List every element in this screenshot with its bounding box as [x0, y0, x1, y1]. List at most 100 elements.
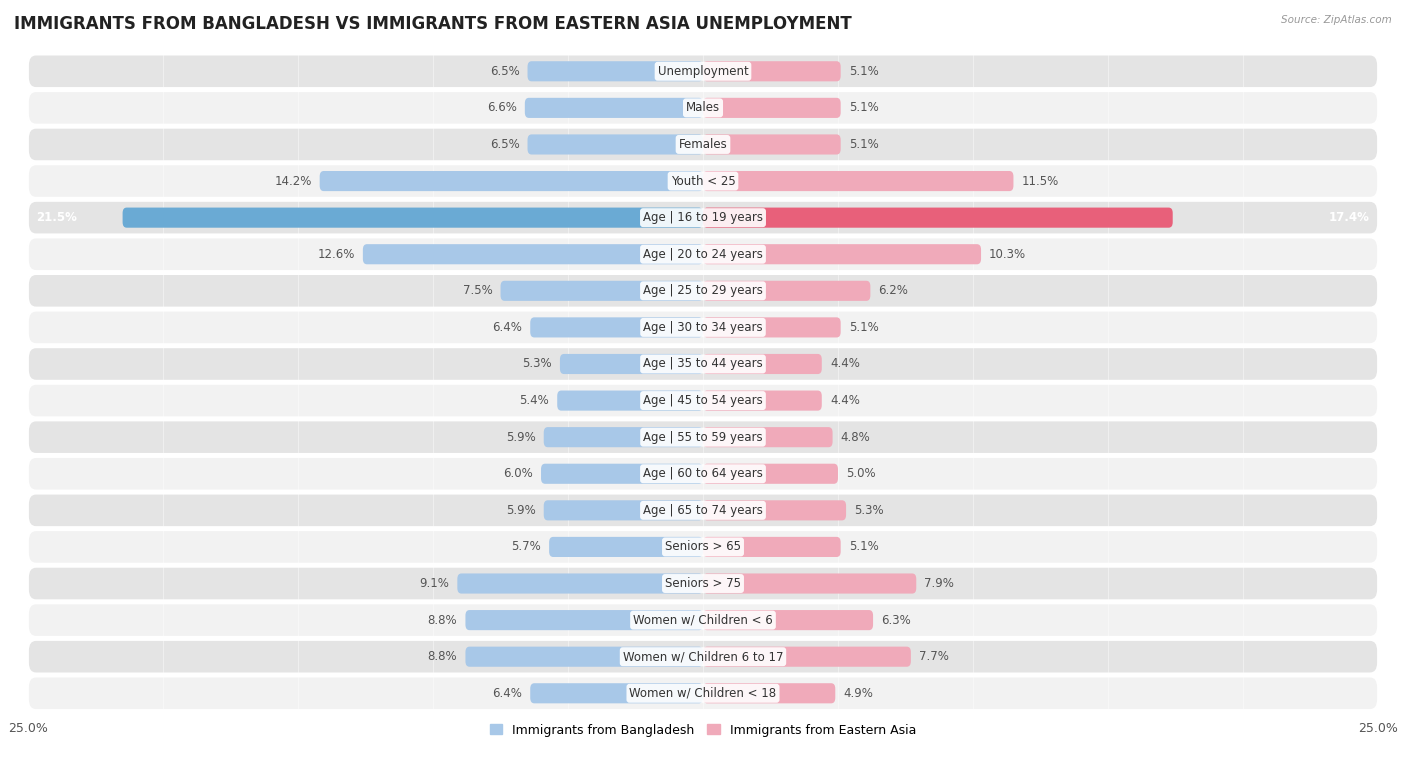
Text: Age | 30 to 34 years: Age | 30 to 34 years [643, 321, 763, 334]
Text: Unemployment: Unemployment [658, 65, 748, 78]
Text: 9.1%: 9.1% [419, 577, 450, 590]
Legend: Immigrants from Bangladesh, Immigrants from Eastern Asia: Immigrants from Bangladesh, Immigrants f… [485, 718, 921, 742]
FancyBboxPatch shape [319, 171, 703, 191]
Text: 7.9%: 7.9% [924, 577, 955, 590]
FancyBboxPatch shape [28, 347, 1378, 381]
Text: 4.4%: 4.4% [830, 394, 859, 407]
Text: 5.1%: 5.1% [849, 101, 879, 114]
Text: 6.2%: 6.2% [879, 285, 908, 298]
Text: IMMIGRANTS FROM BANGLADESH VS IMMIGRANTS FROM EASTERN ASIA UNEMPLOYMENT: IMMIGRANTS FROM BANGLADESH VS IMMIGRANTS… [14, 15, 852, 33]
Text: 6.3%: 6.3% [882, 614, 911, 627]
Text: Age | 55 to 59 years: Age | 55 to 59 years [643, 431, 763, 444]
Text: 6.6%: 6.6% [486, 101, 517, 114]
FancyBboxPatch shape [557, 391, 703, 410]
Text: Women w/ Children < 18: Women w/ Children < 18 [630, 687, 776, 699]
Text: 8.8%: 8.8% [427, 650, 457, 663]
FancyBboxPatch shape [530, 317, 703, 338]
FancyBboxPatch shape [28, 640, 1378, 674]
FancyBboxPatch shape [703, 610, 873, 630]
FancyBboxPatch shape [541, 464, 703, 484]
Text: 11.5%: 11.5% [1022, 175, 1059, 188]
FancyBboxPatch shape [28, 494, 1378, 527]
FancyBboxPatch shape [703, 317, 841, 338]
Text: Females: Females [679, 138, 727, 151]
FancyBboxPatch shape [28, 457, 1378, 491]
FancyBboxPatch shape [703, 500, 846, 520]
Text: 12.6%: 12.6% [318, 248, 354, 260]
Text: 6.4%: 6.4% [492, 321, 522, 334]
Text: 5.1%: 5.1% [849, 540, 879, 553]
FancyBboxPatch shape [703, 135, 841, 154]
Text: Age | 16 to 19 years: Age | 16 to 19 years [643, 211, 763, 224]
Text: Seniors > 75: Seniors > 75 [665, 577, 741, 590]
FancyBboxPatch shape [28, 420, 1378, 454]
Text: 6.5%: 6.5% [489, 65, 519, 78]
FancyBboxPatch shape [703, 427, 832, 447]
Text: Age | 60 to 64 years: Age | 60 to 64 years [643, 467, 763, 480]
Text: 7.7%: 7.7% [920, 650, 949, 663]
FancyBboxPatch shape [544, 500, 703, 520]
Text: 6.5%: 6.5% [489, 138, 519, 151]
Text: 5.0%: 5.0% [846, 467, 876, 480]
Text: Seniors > 65: Seniors > 65 [665, 540, 741, 553]
FancyBboxPatch shape [501, 281, 703, 301]
FancyBboxPatch shape [703, 391, 821, 410]
FancyBboxPatch shape [544, 427, 703, 447]
Text: Males: Males [686, 101, 720, 114]
FancyBboxPatch shape [28, 603, 1378, 637]
FancyBboxPatch shape [524, 98, 703, 118]
FancyBboxPatch shape [703, 464, 838, 484]
FancyBboxPatch shape [465, 610, 703, 630]
FancyBboxPatch shape [527, 61, 703, 81]
Text: 5.9%: 5.9% [506, 504, 536, 517]
FancyBboxPatch shape [703, 171, 1014, 191]
FancyBboxPatch shape [28, 164, 1378, 198]
FancyBboxPatch shape [703, 537, 841, 557]
Text: 5.7%: 5.7% [512, 540, 541, 553]
FancyBboxPatch shape [550, 537, 703, 557]
Text: 14.2%: 14.2% [274, 175, 312, 188]
FancyBboxPatch shape [28, 128, 1378, 161]
Text: Women w/ Children < 6: Women w/ Children < 6 [633, 614, 773, 627]
FancyBboxPatch shape [28, 91, 1378, 125]
Text: 5.3%: 5.3% [855, 504, 884, 517]
FancyBboxPatch shape [560, 354, 703, 374]
Text: 7.5%: 7.5% [463, 285, 492, 298]
FancyBboxPatch shape [28, 384, 1378, 417]
FancyBboxPatch shape [363, 245, 703, 264]
Text: Age | 45 to 54 years: Age | 45 to 54 years [643, 394, 763, 407]
FancyBboxPatch shape [703, 61, 841, 81]
Text: Age | 20 to 24 years: Age | 20 to 24 years [643, 248, 763, 260]
Text: 17.4%: 17.4% [1329, 211, 1369, 224]
FancyBboxPatch shape [703, 281, 870, 301]
FancyBboxPatch shape [28, 567, 1378, 600]
Text: 6.4%: 6.4% [492, 687, 522, 699]
FancyBboxPatch shape [28, 55, 1378, 88]
Text: Age | 65 to 74 years: Age | 65 to 74 years [643, 504, 763, 517]
Text: 5.3%: 5.3% [522, 357, 551, 370]
Text: 5.1%: 5.1% [849, 138, 879, 151]
FancyBboxPatch shape [28, 677, 1378, 710]
Text: 5.1%: 5.1% [849, 65, 879, 78]
Text: 5.9%: 5.9% [506, 431, 536, 444]
Text: 5.4%: 5.4% [519, 394, 550, 407]
FancyBboxPatch shape [465, 646, 703, 667]
FancyBboxPatch shape [122, 207, 703, 228]
FancyBboxPatch shape [28, 201, 1378, 235]
Text: 4.4%: 4.4% [830, 357, 859, 370]
FancyBboxPatch shape [530, 684, 703, 703]
Text: Youth < 25: Youth < 25 [671, 175, 735, 188]
Text: 6.0%: 6.0% [503, 467, 533, 480]
Text: 4.9%: 4.9% [844, 687, 873, 699]
FancyBboxPatch shape [703, 207, 1173, 228]
FancyBboxPatch shape [703, 245, 981, 264]
Text: Source: ZipAtlas.com: Source: ZipAtlas.com [1281, 15, 1392, 25]
Text: 10.3%: 10.3% [990, 248, 1026, 260]
FancyBboxPatch shape [28, 530, 1378, 564]
Text: 5.1%: 5.1% [849, 321, 879, 334]
Text: 21.5%: 21.5% [37, 211, 77, 224]
Text: Age | 25 to 29 years: Age | 25 to 29 years [643, 285, 763, 298]
FancyBboxPatch shape [457, 574, 703, 593]
FancyBboxPatch shape [703, 646, 911, 667]
Text: 8.8%: 8.8% [427, 614, 457, 627]
